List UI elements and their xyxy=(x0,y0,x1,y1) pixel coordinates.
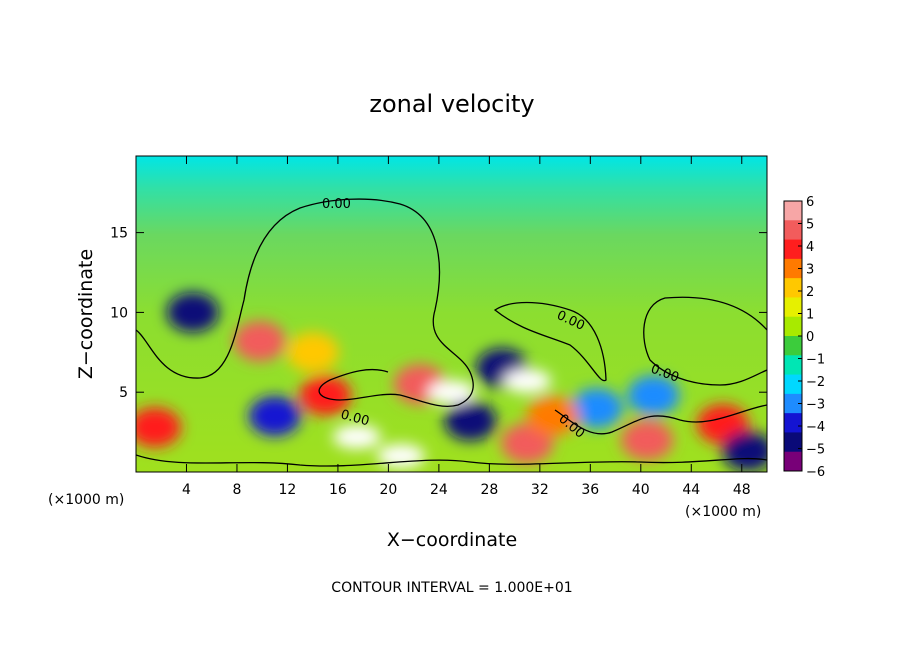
colorbar-label: 5 xyxy=(806,218,814,233)
colorbar-swatch xyxy=(784,336,802,356)
colorbar-swatch xyxy=(784,201,802,221)
plot-frame xyxy=(135,155,768,473)
x-axis-label: X−coordinate xyxy=(387,529,517,551)
colorbar: 6 5 4 3 2 1 0 −1 −2 −3 −4 −5 −6 xyxy=(783,195,825,480)
colorbar-label: −3 xyxy=(806,398,825,413)
field-blob xyxy=(233,321,286,362)
colorbar-swatch xyxy=(784,278,802,298)
chart-title: zonal velocity xyxy=(369,90,534,118)
colorbar-label: 1 xyxy=(806,308,814,323)
x-tick-label: 44 xyxy=(682,482,700,498)
colorbar-swatch xyxy=(784,258,802,279)
field-blob xyxy=(332,424,381,449)
x-unit-left: (×1000 m) xyxy=(48,492,124,508)
colorbar-label: 2 xyxy=(806,285,814,300)
colorbar-swatch xyxy=(784,297,802,318)
x-tick-label: 24 xyxy=(430,482,448,498)
field-blob xyxy=(299,375,352,416)
colorbar-label: 4 xyxy=(806,240,814,255)
field-blob xyxy=(427,380,476,405)
colorbar-label: −6 xyxy=(806,465,825,480)
field-blob xyxy=(526,396,579,437)
field-blob xyxy=(621,420,674,461)
field-blob xyxy=(627,375,680,416)
x-axis: 4 8 12 16 20 24 28 32 36 40 44 48 xyxy=(182,156,751,498)
contour-label: 0.00 xyxy=(339,407,371,429)
colorbar-swatch xyxy=(784,432,802,453)
x-tick-label: 20 xyxy=(379,482,397,498)
colorbar-label: 6 xyxy=(806,195,814,210)
zero-contour-far-right xyxy=(643,296,767,386)
field-blob xyxy=(136,407,181,448)
x-tick-label: 40 xyxy=(632,482,650,498)
field-blob xyxy=(286,332,339,373)
colorbar-label: 3 xyxy=(806,263,814,278)
x-tick-label: 36 xyxy=(581,482,599,498)
x-tick-label: 8 xyxy=(232,482,241,498)
colorbar-swatch xyxy=(784,393,802,414)
field-blob xyxy=(248,396,301,437)
colorbar-swatch xyxy=(784,374,802,395)
x-tick-label: 48 xyxy=(733,482,751,498)
colorbar-swatch xyxy=(784,451,802,472)
colorbar-label: −5 xyxy=(806,443,825,458)
y-tick-label: 10 xyxy=(110,305,128,321)
colorbar-label: 0 xyxy=(806,330,814,345)
colorbar-label: −4 xyxy=(806,420,825,435)
colorbar-swatch xyxy=(784,239,802,260)
colorbar-label: −1 xyxy=(806,353,825,368)
x-tick-label: 12 xyxy=(279,482,297,498)
y-tick-label: 5 xyxy=(119,385,128,401)
x-tick-label: 32 xyxy=(531,482,549,498)
x-tick-label: 16 xyxy=(329,482,347,498)
x-tick-label: 4 xyxy=(182,482,191,498)
zero-contour-lower xyxy=(136,454,767,467)
field-blob xyxy=(377,444,426,469)
colorbar-label: −2 xyxy=(806,375,825,390)
y-tick-label: 15 xyxy=(110,226,128,242)
zero-contours xyxy=(136,198,767,467)
zero-contour-main xyxy=(136,198,474,407)
y-axis: 5 10 15 xyxy=(110,226,767,401)
contour-interval-note: CONTOUR INTERVAL = 1.000E+01 xyxy=(331,580,572,596)
zero-contour-mid xyxy=(554,404,767,435)
field-blob xyxy=(722,431,767,472)
plot-area: 0.00 0.00 0.00 0.00 0.00 xyxy=(136,156,767,472)
contour-label: 0.00 xyxy=(322,197,351,212)
field-blob xyxy=(444,400,497,441)
field-blob xyxy=(503,369,552,394)
zero-contour-upper-right xyxy=(493,301,607,382)
field-blob xyxy=(166,292,219,333)
colorbar-swatch xyxy=(784,220,802,241)
field-blob xyxy=(570,388,623,429)
colorbar-swatch xyxy=(784,355,802,376)
colorbar-swatch xyxy=(784,413,802,433)
x-unit-right: (×1000 m) xyxy=(685,504,761,520)
x-tick-label: 28 xyxy=(480,482,498,498)
colorbar-swatch xyxy=(784,316,802,337)
y-axis-label: Z−coordinate xyxy=(75,249,97,379)
